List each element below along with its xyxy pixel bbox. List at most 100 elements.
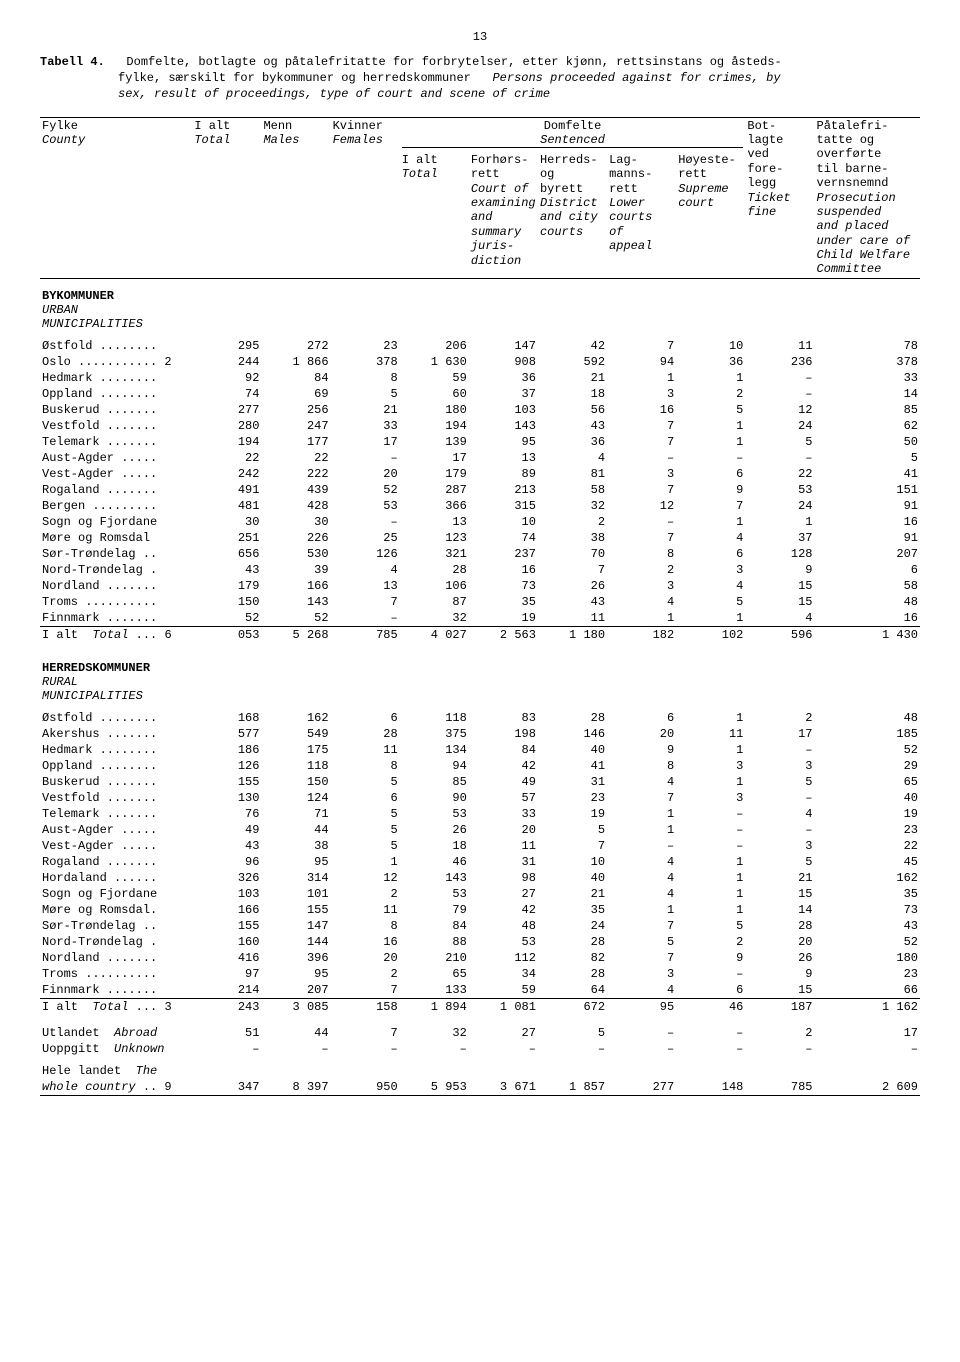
value-cell: – <box>676 450 745 466</box>
value-cell: 59 <box>400 370 469 386</box>
value-cell: 177 <box>261 434 330 450</box>
county-cell: Rogaland ....... <box>40 482 192 498</box>
value-cell: 37 <box>469 386 538 402</box>
table-row: Finnmark .......21420771335964461566 <box>40 982 920 999</box>
value-cell: 162 <box>815 870 921 886</box>
county-cell: Møre og Romsdal. <box>40 902 192 918</box>
value-cell: 20 <box>607 726 676 742</box>
value-cell: 378 <box>815 354 921 370</box>
value-cell: 7 <box>607 418 676 434</box>
value-cell: 128 <box>745 546 814 562</box>
value-cell: 90 <box>400 790 469 806</box>
value-cell: 133 <box>400 982 469 999</box>
value-cell: 97 <box>192 966 261 982</box>
table-row: Oppland ........126118894424183329 <box>40 758 920 774</box>
table-row: Østfold ........29527223206147427101178 <box>40 338 920 354</box>
hdr-males-i: Males <box>263 133 299 147</box>
value-cell: 17 <box>745 726 814 742</box>
value-cell: – <box>676 806 745 822</box>
value-cell: 9 <box>607 742 676 758</box>
caption-line2-italic: Persons proceeded against for crimes, by <box>492 71 780 85</box>
value-cell: 39 <box>261 562 330 578</box>
value-cell: 21 <box>538 886 607 902</box>
value-cell: 38 <box>538 530 607 546</box>
table-row: Utlandet Abroad5144732275––217 <box>40 1025 920 1041</box>
table-row: Nordland .......179166131067326341558 <box>40 578 920 594</box>
value-cell: 94 <box>607 354 676 370</box>
value-cell: 179 <box>400 466 469 482</box>
value-cell: 19 <box>538 806 607 822</box>
value-cell: 34 <box>469 966 538 982</box>
value-cell: 28 <box>400 562 469 578</box>
value-cell: 126 <box>331 546 400 562</box>
value-cell: 40 <box>815 790 921 806</box>
data-table: Fylke County I alt Total Menn Males Kvin… <box>40 117 920 1096</box>
section-title: BYKOMMUNERURBANMUNICIPALITIES <box>40 281 920 332</box>
value-cell: 491 <box>192 482 261 498</box>
value-cell: 8 <box>331 918 400 934</box>
value-cell: 85 <box>400 774 469 790</box>
value-cell: 4 <box>331 562 400 578</box>
value-cell: 44 <box>261 822 330 838</box>
table-row: Hedmark ........18617511134844091–52 <box>40 742 920 758</box>
value-cell: 5 <box>331 774 400 790</box>
hdr-males: Menn <box>263 119 292 133</box>
value-cell: 71 <box>261 806 330 822</box>
value-cell: 22 <box>192 450 261 466</box>
value-cell: – <box>607 838 676 854</box>
county-cell: Troms .......... <box>40 966 192 982</box>
value-cell: 11 <box>745 338 814 354</box>
value-cell: 4 <box>745 806 814 822</box>
value-cell: 5 <box>676 594 745 610</box>
county-cell: Vestfold ....... <box>40 790 192 806</box>
value-cell: 16 <box>815 610 921 627</box>
county-cell: Vest-Agder ..... <box>40 838 192 854</box>
hdr-females-i: Females <box>333 133 383 147</box>
value-cell: 180 <box>815 950 921 966</box>
hdr-col8: Høyeste-rett <box>678 153 736 181</box>
table-row: Hedmark ........9284859362111–33 <box>40 370 920 386</box>
value-cell: 10 <box>676 338 745 354</box>
county-cell: Vest-Agder ..... <box>40 466 192 482</box>
value-cell: 35 <box>538 902 607 918</box>
value-cell: 16 <box>815 514 921 530</box>
value-cell: 147 <box>261 918 330 934</box>
value-cell: 5 <box>331 386 400 402</box>
value-cell: 130 <box>192 790 261 806</box>
county-cell: Oslo ........... 2 <box>40 354 192 370</box>
value-cell: 48 <box>815 710 921 726</box>
table-row: Østfold ........1681626118832861248 <box>40 710 920 726</box>
value-cell: 9 <box>745 966 814 982</box>
value-cell: 40 <box>538 870 607 886</box>
table-row: Troms ..........1501437873543451548 <box>40 594 920 610</box>
value-cell: 42 <box>469 758 538 774</box>
value-cell: 7 <box>607 338 676 354</box>
hdr-sent-total: I alt <box>402 153 438 167</box>
value-cell: 48 <box>469 918 538 934</box>
table-row: Møre og Romsdal251226251237438743791 <box>40 530 920 546</box>
table-row: Nord-Trøndelag .16014416885328522052 <box>40 934 920 950</box>
value-cell: 40 <box>538 742 607 758</box>
value-cell: 6 <box>815 562 921 578</box>
value-cell: 143 <box>261 594 330 610</box>
value-cell: 439 <box>261 482 330 498</box>
table-row: Aust-Agder .....49445262051––23 <box>40 822 920 838</box>
grand-total: whole country .. 93478 3979505 9533 6711… <box>40 1079 920 1096</box>
hdr-col10: Påtalefri-tatte ogoverførtetil barne-ver… <box>817 119 889 191</box>
hdr-col7: Lag-manns-rett <box>609 153 652 196</box>
page-number: 13 <box>40 30 920 44</box>
value-cell: 28 <box>538 966 607 982</box>
value-cell: 32 <box>400 610 469 627</box>
county-cell: Aust-Agder ..... <box>40 822 192 838</box>
value-cell: 166 <box>192 902 261 918</box>
value-cell: 69 <box>261 386 330 402</box>
value-cell: 36 <box>469 370 538 386</box>
value-cell: 3 <box>745 838 814 854</box>
county-cell: Telemark ....... <box>40 434 192 450</box>
value-cell: 143 <box>469 418 538 434</box>
county-cell: Møre og Romsdal <box>40 530 192 546</box>
value-cell: 53 <box>745 482 814 498</box>
value-cell: 3 <box>676 790 745 806</box>
value-cell: 74 <box>192 386 261 402</box>
value-cell: 14 <box>815 386 921 402</box>
